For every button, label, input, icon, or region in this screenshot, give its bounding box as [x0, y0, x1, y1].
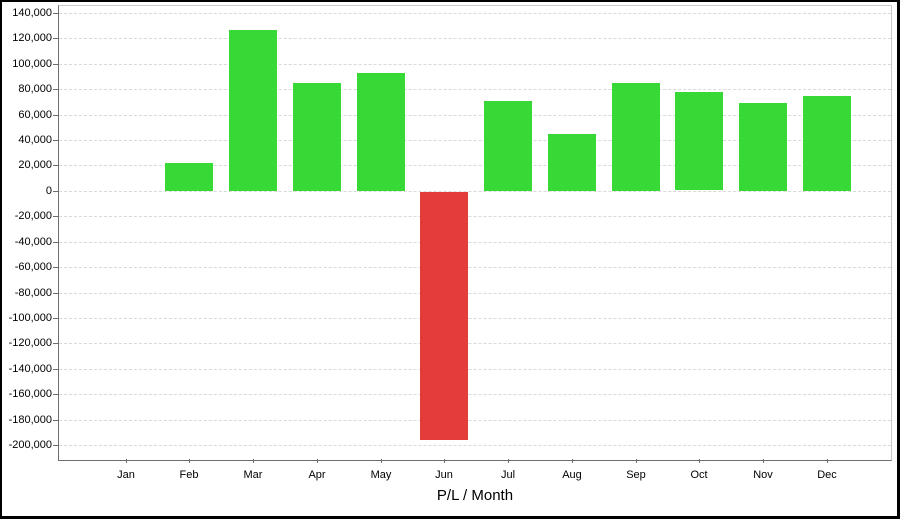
- x-axis-tick: [763, 459, 764, 463]
- gridline: [59, 89, 891, 90]
- y-axis-tick-label: 20,000: [18, 159, 52, 171]
- gridline: [59, 369, 891, 370]
- y-axis-tick-label: -60,000: [14, 261, 52, 273]
- y-axis-tick-label: -80,000: [14, 287, 52, 299]
- x-axis-tick: [699, 459, 700, 463]
- y-axis-tick-label: 0: [45, 185, 52, 197]
- bar-may: [357, 73, 405, 191]
- gridline: [59, 115, 891, 116]
- gridline: [59, 293, 891, 294]
- x-axis-tick: [381, 459, 382, 463]
- gridline: [59, 420, 891, 421]
- x-axis-label-apr: Apr: [308, 469, 326, 481]
- y-axis-tick-label: -20,000: [14, 210, 52, 222]
- y-axis-tick-label: 120,000: [12, 32, 52, 44]
- x-axis-label-oct: Oct: [690, 469, 708, 481]
- x-axis-tick: [572, 459, 573, 463]
- gridline: [59, 38, 891, 39]
- x-axis-label-aug: Aug: [562, 469, 582, 481]
- y-axis-tick: [53, 64, 59, 65]
- x-axis-tick: [636, 459, 637, 463]
- y-axis-tick-label: -200,000: [8, 439, 52, 451]
- y-axis-tick: [53, 420, 59, 421]
- y-axis-tick: [53, 140, 59, 141]
- y-axis-tick: [53, 369, 59, 370]
- x-axis-tick: [189, 459, 190, 463]
- gridline: [59, 165, 891, 166]
- x-axis-label-may: May: [370, 469, 392, 481]
- bar-nov: [739, 103, 787, 191]
- y-axis-tick: [53, 343, 59, 344]
- gridline: [59, 191, 891, 192]
- gridline: [59, 267, 891, 268]
- x-axis-tick: [126, 459, 127, 463]
- y-axis-tick: [53, 38, 59, 39]
- y-axis-tick-label: -180,000: [8, 414, 52, 426]
- bar-jun: [420, 192, 468, 440]
- y-axis-tick: [53, 89, 59, 90]
- gridline: [59, 64, 891, 65]
- bar-jul: [484, 101, 532, 191]
- x-axis-label-jan: Jan: [117, 469, 135, 481]
- y-axis-tick-label: 40,000: [18, 134, 52, 146]
- gridline: [59, 216, 891, 217]
- x-axis-label-mar: Mar: [243, 469, 263, 481]
- y-axis-tick-label: -40,000: [14, 236, 52, 248]
- y-axis-tick: [53, 394, 59, 395]
- plot-area: [58, 5, 892, 461]
- y-axis-tick: [53, 293, 59, 294]
- y-axis-tick: [53, 165, 59, 166]
- y-axis-tick: [53, 267, 59, 268]
- gridline: [59, 318, 891, 319]
- y-axis-tick-label: 100,000: [12, 58, 52, 70]
- bar-mar: [229, 30, 277, 191]
- x-axis-label-sep: Sep: [626, 469, 646, 481]
- y-axis-tick-label: -120,000: [8, 337, 52, 349]
- bar-dec: [803, 96, 851, 191]
- bar-sep: [612, 83, 660, 191]
- x-axis-label-feb: Feb: [179, 469, 199, 481]
- y-axis-tick: [53, 115, 59, 116]
- y-axis-tick: [53, 445, 59, 446]
- x-axis-label-jun: Jun: [435, 469, 453, 481]
- x-axis-tick: [508, 459, 509, 463]
- gridline: [59, 394, 891, 395]
- x-axis-tick: [317, 459, 318, 463]
- y-axis-tick-label: -140,000: [8, 363, 52, 375]
- gridline: [59, 13, 891, 14]
- x-axis-tick: [253, 459, 254, 463]
- y-axis-tick-label: 60,000: [18, 109, 52, 121]
- y-axis-tick-label: -160,000: [8, 388, 52, 400]
- y-axis-tick-label: 140,000: [12, 7, 52, 19]
- y-axis-tick-label: -100,000: [8, 312, 52, 324]
- bar-feb: [165, 163, 213, 191]
- gridline: [59, 242, 891, 243]
- bar-oct: [675, 92, 723, 190]
- y-axis-tick-label: 80,000: [18, 83, 52, 95]
- gridline: [59, 445, 891, 446]
- y-axis-tick: [53, 216, 59, 217]
- y-axis-tick: [53, 13, 59, 14]
- x-axis-label-jul: Jul: [500, 469, 516, 481]
- x-axis-tick: [827, 459, 828, 463]
- bar-aug: [548, 134, 596, 191]
- gridline: [59, 343, 891, 344]
- y-axis-tick: [53, 242, 59, 243]
- gridline: [59, 140, 891, 141]
- y-axis-tick: [53, 191, 59, 192]
- bar-apr: [293, 83, 341, 191]
- y-axis-tick: [53, 318, 59, 319]
- x-axis-label-nov: Nov: [753, 469, 773, 481]
- x-axis-tick: [444, 459, 445, 463]
- x-axis-label-dec: Dec: [817, 469, 837, 481]
- chart-title: P/L / Month: [436, 487, 514, 504]
